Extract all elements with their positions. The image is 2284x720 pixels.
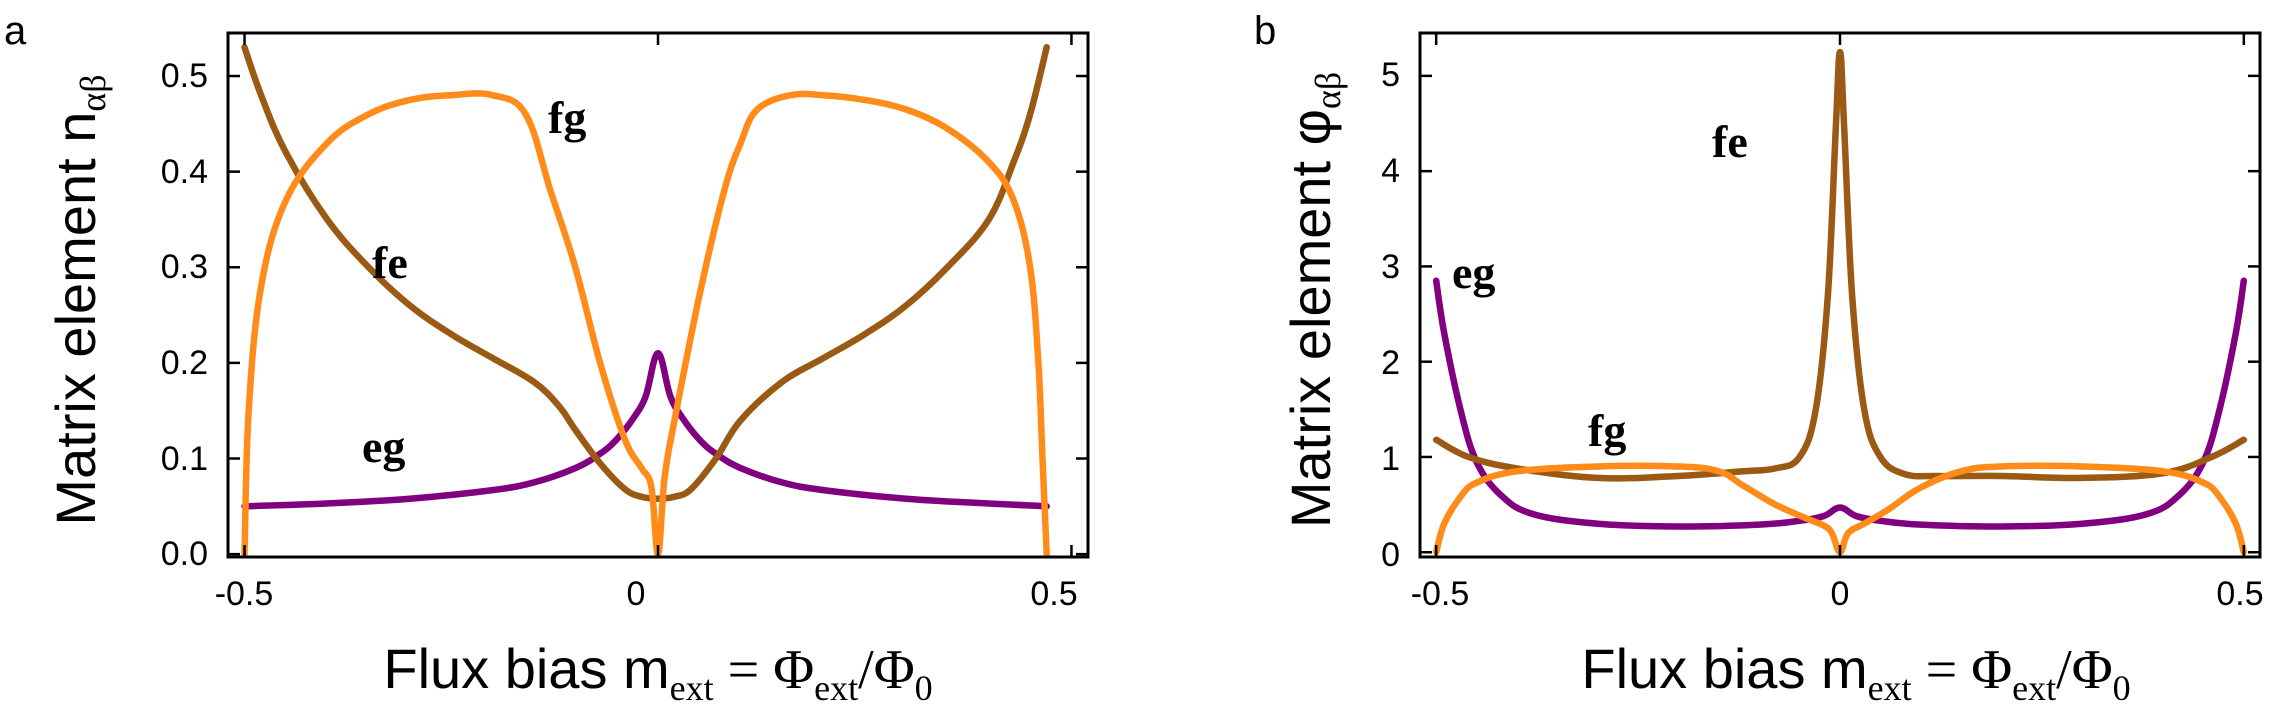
panel-b-ytick-label: 0 (1381, 536, 1400, 574)
panel-a-x-axis-title: Flux bias mext = Φext/Φ0 (383, 637, 932, 708)
panel-a-ytick-label: 0.2 (161, 344, 208, 382)
panel-a-label-fe: fe (372, 237, 408, 288)
panel-a-ytick-label: 0.4 (161, 153, 208, 191)
panel-a-plot-frame (226, 31, 1090, 559)
panel-a-curves (241, 44, 1050, 558)
panel-b-y-axis-title: Matrix element φαβ (1279, 72, 1348, 528)
panel-b-ytick-label: 2 (1381, 344, 1400, 382)
panel-b-letter: b (1254, 9, 1276, 53)
panel-b-ytick-label: 3 (1381, 248, 1400, 286)
panel-b-xtick-label: -0.5 (1411, 575, 1470, 613)
panel-a-label-fg: fg (548, 92, 586, 143)
panel-a-label-eg: eg (362, 421, 405, 472)
panel-b-ytick-label: 1 (1381, 440, 1400, 478)
panel-a-xtick-label: 0 (627, 575, 646, 613)
panel-b: b -0.5 0 0.5 0 1 2 3 4 5 fe eg fg Flux b… (1254, 9, 2264, 708)
panel-a-y-axis-title: Matrix element nαβ (44, 74, 113, 525)
panel-b-curve-eg (1432, 277, 2248, 530)
panel-b-curves (1432, 48, 2248, 556)
panel-b-xtick-label: 0 (1831, 575, 1850, 613)
panel-a-ytick-label: 0.0 (161, 535, 208, 573)
panel-a-xtick-label: 0.5 (1030, 575, 1077, 613)
panel-a-curve-eg (241, 350, 1050, 510)
panel-b-label-eg: eg (1452, 247, 1495, 298)
panel-b-label-fg: fg (1588, 405, 1626, 456)
panel-b-ytick-label: 4 (1381, 152, 1400, 190)
panel-a-curve-fg (241, 90, 1050, 558)
panel-a-ytick-label: 0.1 (161, 440, 208, 478)
panel-b-curve-fe (1432, 48, 2248, 482)
panel-b-x-axis-title: Flux bias mext = Φext/Φ0 (1581, 637, 2130, 708)
panel-b-label-fe: fe (1712, 116, 1748, 167)
panel-b-ticks (1420, 33, 2260, 557)
panel-a: a -0.5 0 0.5 0.0 0.1 0.2 0.3 0.4 0.5 fg … (4, 9, 1090, 708)
panel-b-ytick-label: 5 (1381, 56, 1400, 94)
panel-a-ytick-label: 0.3 (161, 248, 208, 286)
panel-b-plot-frame (1418, 31, 2262, 559)
panel-a-ytick-label: 0.5 (161, 57, 208, 95)
panel-b-xtick-label: 0.5 (2216, 575, 2263, 613)
panel-a-xtick-label: -0.5 (215, 575, 274, 613)
panel-a-ticks (228, 33, 1088, 557)
panel-b-curve-fg (1432, 462, 2248, 556)
panel-a-letter: a (4, 9, 27, 53)
